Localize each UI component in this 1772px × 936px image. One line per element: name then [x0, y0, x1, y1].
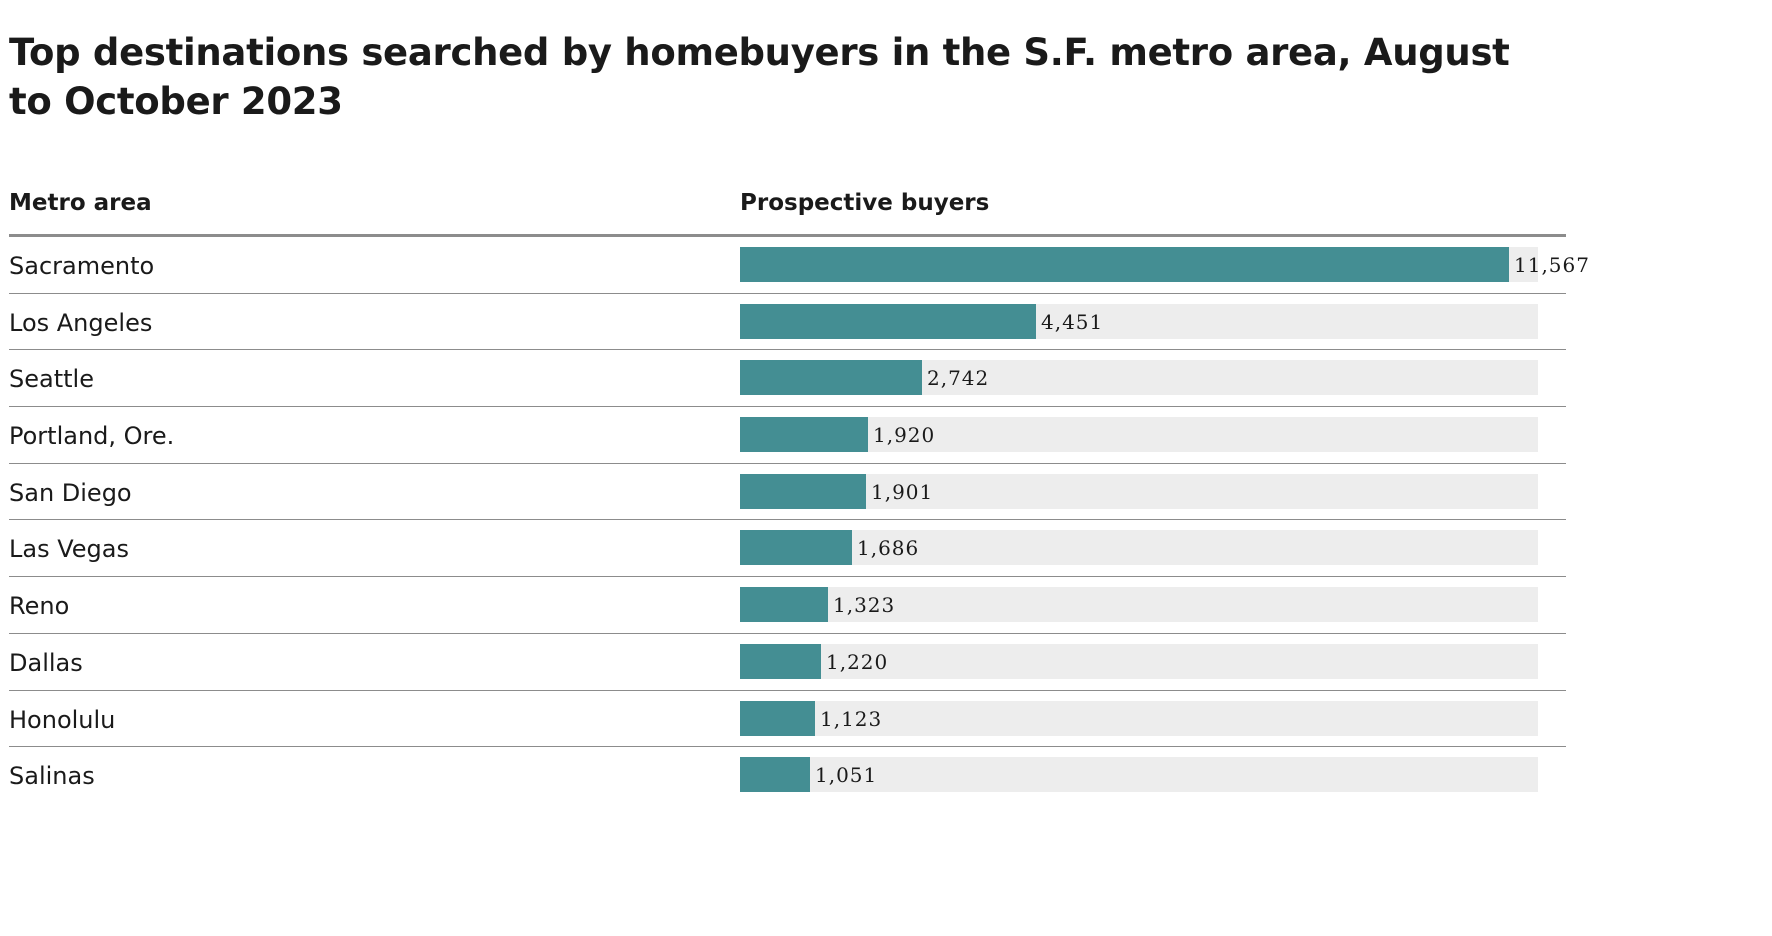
bar-dallas	[740, 643, 821, 679]
chart-title: Top destinations searched by homebuyers …	[9, 31, 1510, 123]
bar-los-angeles	[740, 303, 1036, 339]
data-label: 1,051	[815, 763, 878, 788]
table-row-honolulu: Honolulu 1,123	[9, 691, 1566, 748]
data-label: 1,686	[857, 536, 920, 561]
bar-seattle	[740, 360, 922, 396]
bar-track: 1,051	[740, 757, 1538, 793]
bar-track: 1,686	[740, 530, 1538, 566]
data-label: 1,220	[826, 649, 889, 674]
data-label: 11,567	[1514, 253, 1590, 277]
bar-track: 2,742	[740, 360, 1538, 396]
data-label: 1,323	[833, 593, 896, 618]
table-row-las-vegas: Las Vegas 1,686	[9, 520, 1566, 578]
table-row-dallas: Dallas 1,220	[9, 634, 1566, 691]
table-row-reno: Reno 1,323	[9, 577, 1566, 634]
row-label: Honolulu	[9, 705, 116, 734]
row-label: Las Vegas	[9, 535, 129, 564]
column-header-metro-area: Metro area	[9, 190, 152, 216]
bar-track: 1,123	[740, 700, 1538, 736]
bar-reno	[740, 587, 828, 623]
bar-las-vegas	[740, 530, 852, 566]
data-label: 1,920	[873, 423, 936, 448]
row-label: Los Angeles	[9, 308, 153, 337]
bar-track: 1,220	[740, 643, 1538, 679]
row-label: Seattle	[9, 365, 94, 394]
bar-chart-rows: Sacramento 11,567 Los Angeles 4,451 Seattle 2…	[9, 237, 1589, 804]
row-label: Portland, Ore.	[9, 422, 175, 451]
table-row-salinas: Salinas 1,051	[9, 747, 1566, 804]
data-label: 4,451	[1041, 309, 1104, 334]
bar-san-diego	[740, 473, 866, 509]
bar-honolulu	[740, 700, 815, 736]
bar-track: 4,451	[740, 303, 1538, 339]
bar-track: 11,567	[740, 247, 1589, 282]
table-row-sacramento: Sacramento 11,567	[9, 237, 1589, 294]
bar-track: 1,920	[740, 417, 1538, 453]
table-row-los-angeles: Los Angeles 4,451	[9, 294, 1566, 351]
row-label: Dallas	[9, 648, 83, 677]
data-label: 1,901	[871, 479, 934, 504]
row-label: Reno	[9, 592, 70, 621]
bar-track: 1,901	[740, 473, 1538, 509]
bar-portland-ore	[740, 417, 868, 453]
row-label: Salinas	[9, 762, 95, 791]
table-row-seattle: Seattle 2,742	[9, 350, 1566, 408]
bar-track: 1,323	[740, 587, 1538, 623]
table-row-san-diego: San Diego 1,901	[9, 464, 1566, 521]
data-label: 2,742	[927, 366, 990, 391]
data-label: 1,123	[820, 706, 883, 731]
row-label: San Diego	[9, 478, 132, 507]
row-label: Sacramento	[9, 252, 155, 280]
bar-salinas	[740, 757, 810, 793]
bar-sacramento	[740, 247, 1509, 282]
header-rule	[9, 234, 1566, 237]
table-row-portland-ore: Portland, Ore. 1,920	[9, 407, 1566, 464]
column-header-prospective-buyers: Prospective buyers	[740, 190, 990, 216]
